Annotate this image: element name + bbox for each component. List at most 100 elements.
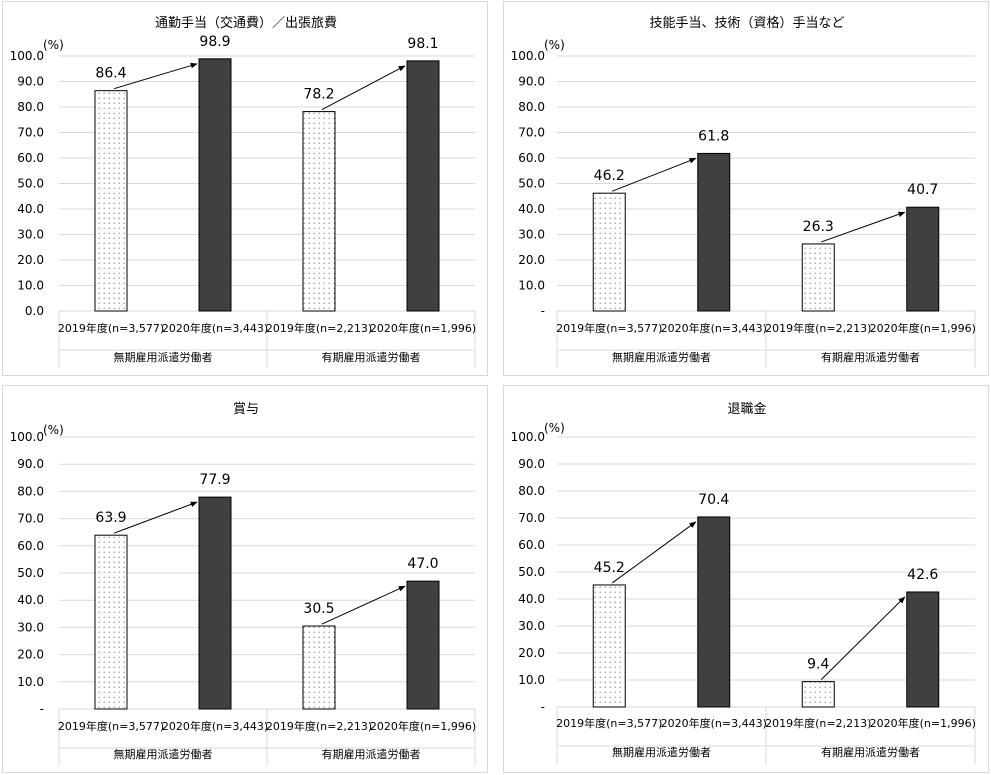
bar-2019 xyxy=(801,681,835,708)
trend-arrow xyxy=(611,521,697,584)
chart-svg-skill-allowance: 技能手当、技術（資格）手当など (%) - 10.0 20.0 30.0 40.0 50.0 6… xyxy=(511,15,976,368)
y-tick-label: 10.0 xyxy=(17,675,44,689)
y-tick-label: 60.0 xyxy=(17,151,44,165)
category-label: 2019年度(n=2,213) xyxy=(765,321,871,335)
y-tick-label: 50.0 xyxy=(17,566,44,580)
y-tick-label: 20.0 xyxy=(17,648,44,662)
data-label: 78.2 xyxy=(303,87,334,103)
y-tick-label: 90.0 xyxy=(518,457,545,471)
bar-2020 xyxy=(697,152,731,312)
data-label: 98.1 xyxy=(407,36,438,52)
category-label: 2020年度(n=3,443) xyxy=(661,321,767,335)
group-label: 有期雇用派遣労働者 xyxy=(821,745,920,759)
y-tick-label: 10.0 xyxy=(17,279,44,293)
trend-arrow xyxy=(612,157,697,192)
data-label: 61.8 xyxy=(698,128,729,144)
bar-2020 xyxy=(198,496,232,710)
bar-2020 xyxy=(906,591,940,708)
y-tick-label: 100.0 xyxy=(10,49,44,63)
category-label: 2020年度(n=3,443) xyxy=(162,719,268,733)
group-label: 無期雇用派遣労働者 xyxy=(114,350,213,364)
data-label: 46.2 xyxy=(594,168,625,184)
chart-panel-commute: 通勤手当（交通費）／出張旅費 (%) 0.0 10.0 20.0 30.0 40.0 50.0… xyxy=(2,1,488,376)
y-tick-label: - xyxy=(40,702,44,716)
category-label: 2020年度(n=3,443) xyxy=(162,321,268,335)
y-tick-label: 50.0 xyxy=(17,177,44,191)
group-label: 有期雇用派遣労働者 xyxy=(821,350,920,364)
y-tick-label: 20.0 xyxy=(17,253,44,267)
trend-arrow xyxy=(820,596,906,680)
group-label: 無期雇用派遣労働者 xyxy=(612,745,711,759)
group-label: 無期雇用派遣労働者 xyxy=(114,747,213,761)
trend-arrow xyxy=(321,585,406,625)
y-tick-label: 30.0 xyxy=(518,228,545,242)
y-tick-label: 40.0 xyxy=(518,202,545,216)
data-label: 86.4 xyxy=(95,66,126,82)
y-tick-label: 30.0 xyxy=(17,620,44,634)
group-label: 有期雇用派遣労働者 xyxy=(322,747,421,761)
y-tick-label: 10.0 xyxy=(518,279,545,293)
y-tick-label: 60.0 xyxy=(518,151,545,165)
y-tick-label: 80.0 xyxy=(518,484,545,498)
y-tick-label: 80.0 xyxy=(17,100,44,114)
y-tick-label: - xyxy=(541,304,545,318)
y-tick-label: 70.0 xyxy=(518,126,545,140)
bar-2019 xyxy=(94,534,128,710)
category-label: 2020年度(n=1,996) xyxy=(870,716,976,730)
y-tick-label: 60.0 xyxy=(518,538,545,552)
unit-label: (%) xyxy=(544,38,565,52)
bar-2020 xyxy=(406,60,440,312)
group-label: 無期雇用派遣労働者 xyxy=(612,350,711,364)
y-tick-label: 90.0 xyxy=(17,457,44,471)
group-label: 有期雇用派遣労働者 xyxy=(322,350,421,364)
chart-title: 退職金 xyxy=(727,401,766,417)
bar-2020 xyxy=(406,580,440,710)
bar-2020 xyxy=(198,58,232,312)
data-label: 30.5 xyxy=(303,601,334,617)
y-tick-label: 0.0 xyxy=(25,304,44,318)
category-label: 2019年度(n=2,213) xyxy=(765,716,871,730)
trend-arrow xyxy=(113,501,198,534)
y-tick-label: 70.0 xyxy=(17,126,44,140)
category-label: 2020年度(n=1,996) xyxy=(370,321,476,335)
y-tick-label: 30.0 xyxy=(518,619,545,633)
y-tick-label: 100.0 xyxy=(511,430,545,444)
y-tick-label: 80.0 xyxy=(518,100,545,114)
bar-2020 xyxy=(697,516,731,708)
y-tick-label: 50.0 xyxy=(518,177,545,191)
y-tick-label: 90.0 xyxy=(518,75,545,89)
bar-2020 xyxy=(906,206,940,312)
y-tick-label: 40.0 xyxy=(518,592,545,606)
y-tick-label: 100.0 xyxy=(511,49,545,63)
unit-label: (%) xyxy=(544,421,565,435)
category-label: 2020年度(n=3,443) xyxy=(661,716,767,730)
trend-arrow xyxy=(821,211,906,243)
y-tick-label: 20.0 xyxy=(518,646,545,660)
y-tick-label: 20.0 xyxy=(518,253,545,267)
category-label: 2019年度(n=3,577) xyxy=(556,321,662,335)
data-label: 63.9 xyxy=(95,510,126,526)
chart-svg-bonus: 賞与 (%) - 10.0 20.0 30.0 40.0 50.0 60.0 70.0 80.0 90… xyxy=(10,402,476,766)
y-tick-label: 10.0 xyxy=(518,673,545,687)
chart-svg-retirement: 退職金 (%) - 10.0 20.0 30.0 40.0 50.0 60.0 70.0 80.0 9… xyxy=(511,401,976,764)
chart-title: 賞与 xyxy=(233,402,259,417)
data-label: 98.9 xyxy=(199,34,230,50)
bar-2019 xyxy=(592,584,626,708)
data-label: 26.3 xyxy=(803,219,834,235)
category-label: 2019年度(n=2,213) xyxy=(266,321,372,335)
y-tick-label: - xyxy=(541,700,545,714)
y-tick-label: 70.0 xyxy=(17,512,44,526)
y-tick-label: 40.0 xyxy=(17,593,44,607)
category-label: 2019年度(n=3,577) xyxy=(58,321,164,335)
chart-panel-retirement: 退職金 (%) - 10.0 20.0 30.0 40.0 50.0 60.0 70.0 80.0 9… xyxy=(503,385,989,773)
data-label: 77.9 xyxy=(199,472,230,488)
unit-label: (%) xyxy=(43,423,64,437)
y-tick-label: 30.0 xyxy=(17,228,44,242)
unit-label: (%) xyxy=(43,38,64,52)
data-label: 42.6 xyxy=(907,567,938,583)
trend-arrow xyxy=(321,65,406,111)
y-tick-label: 40.0 xyxy=(17,202,44,216)
y-tick-label: 60.0 xyxy=(17,539,44,553)
y-tick-label: 50.0 xyxy=(518,565,545,579)
bar-2019 xyxy=(302,625,336,710)
